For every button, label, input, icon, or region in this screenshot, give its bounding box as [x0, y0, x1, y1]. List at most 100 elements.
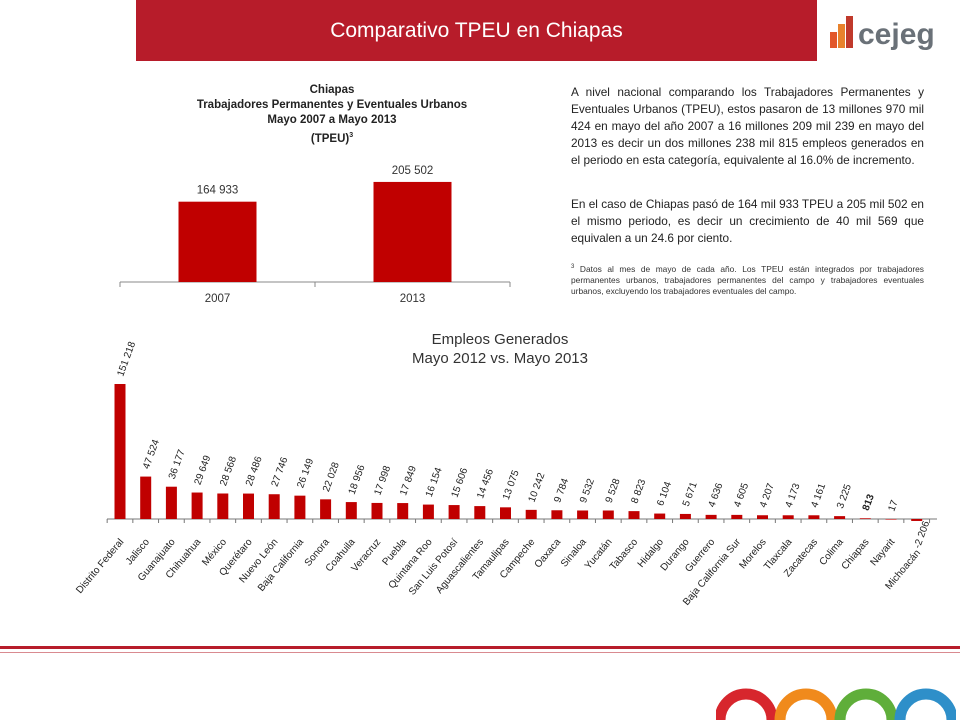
data-label-Morelos: 4 207 — [758, 482, 777, 510]
data-label-Jalisco: 47 524 — [141, 438, 162, 471]
bar-Chiapas — [859, 518, 871, 519]
logo-bar-3 — [846, 16, 853, 48]
bar-2013 — [373, 181, 452, 282]
bar-México — [217, 493, 229, 519]
chart-tpeu-chiapas: 164 933 2007 205 502 2013 — [119, 165, 511, 305]
data-label-Quintana Roo: 16 154 — [424, 466, 445, 499]
data-label-Durango: 5 671 — [681, 480, 700, 508]
chart-top-title-line: Trabajadores Permanentes y Eventuales Ur… — [196, 99, 468, 111]
bottom-divider — [0, 646, 960, 649]
chart-top-title-line: (TPEU)3 — [128, 128, 536, 147]
paragraph-national: A nivel nacional comparando los Trabajad… — [571, 85, 924, 167]
bar-Tlaxcala — [782, 515, 794, 519]
bar-Baja California Sur — [731, 514, 743, 519]
ring-blue — [894, 688, 956, 720]
data-label-Chiapas: 813 — [861, 492, 877, 512]
data-label-2013: 205 502 — [392, 165, 434, 177]
data-label-Sinaloa: 9 532 — [578, 477, 597, 505]
data-label-Tamaulipas: 13 075 — [501, 468, 522, 501]
bar-Querétaro — [243, 493, 254, 519]
data-label-Nayarit: 17 — [886, 498, 900, 513]
tick-label-Chiapas: Chiapas — [840, 537, 872, 572]
bar-Jalisco — [140, 476, 152, 519]
bar-Tamaulipas — [500, 507, 511, 519]
bottom-divider-thin — [0, 652, 960, 653]
data-label-Coahuila: 18 956 — [347, 463, 368, 496]
data-label-Distrito Federal: 151 218 — [115, 340, 138, 378]
bar-San Luis Potosí — [448, 505, 460, 519]
logo-bar-1 — [830, 32, 837, 48]
bar-Oaxaca — [551, 510, 563, 519]
chart-bottom-title-line2: Mayo 2012 vs. Mayo 2013 — [412, 350, 588, 367]
data-label-Baja California: 26 149 — [295, 457, 316, 490]
data-label-Guerrero: 4 636 — [707, 481, 726, 509]
bar-Sinaloa — [577, 510, 589, 519]
chart-top-title-line: Mayo 2007 a Mayo 2013 — [267, 114, 397, 126]
data-label-Campeche: 10 242 — [527, 471, 548, 504]
bar-Puebla — [397, 503, 409, 519]
data-label-Sonora: 22 028 — [321, 460, 342, 493]
decorative-rings-logo — [716, 688, 956, 720]
data-label-Tlaxcala: 4 173 — [784, 482, 803, 510]
bar-2007 — [178, 201, 257, 282]
chart-top-title: Chiapas Trabajadores Permanentes y Event… — [128, 83, 536, 147]
bar-Nayarit — [885, 518, 897, 520]
bar-Sonora — [320, 499, 332, 519]
data-label-Chihuahua: 29 649 — [193, 454, 214, 487]
bar-Durango — [679, 513, 691, 519]
logo-text: cejeg — [858, 18, 935, 51]
data-label-Querétaro: 28 486 — [244, 455, 265, 488]
tick-label-2007: 2007 — [205, 293, 231, 305]
bar-Guanajuato — [165, 486, 177, 519]
data-label-México: 28 568 — [218, 455, 239, 488]
tick-label-Distrito Federal: Distrito Federal — [74, 537, 126, 596]
paragraph-chiapas: En el caso de Chiapas pasó de 164 mil 93… — [571, 197, 924, 245]
bar-Veracruz — [371, 502, 383, 519]
data-label-Colima: 3 225 — [835, 482, 854, 510]
bar-Quintana Roo — [422, 504, 434, 519]
tick-label-2013: 2013 — [400, 293, 426, 305]
bar-Baja California — [294, 495, 306, 519]
data-label-San Luis Potosí: 15 606 — [450, 466, 471, 499]
footnote: 3 Datos al mes de mayo de cada año. Los … — [571, 262, 924, 297]
bar-Colima — [834, 516, 846, 519]
chart-top-title-last: (TPEU) — [310, 132, 350, 145]
cejeg-logo: cejeg — [830, 16, 935, 51]
data-label-Oaxaca: 9 784 — [552, 477, 571, 505]
data-label-Tabasco: 8 823 — [629, 477, 648, 505]
bar-Zacatecas — [808, 515, 820, 519]
logo-bar-2 — [838, 24, 845, 48]
bar-Guerrero — [705, 514, 717, 519]
data-label-Hidalgo: 6 104 — [655, 480, 674, 508]
bar-Hidalgo — [654, 513, 666, 519]
bar-Morelos — [757, 515, 768, 519]
bar-Nuevo León — [268, 494, 280, 519]
page-title: Comparativo TPEU en Chiapas — [330, 18, 623, 42]
bar-Aguascalientes — [474, 506, 486, 519]
ring-orange — [774, 688, 838, 720]
data-label-Baja California Sur: 4 605 — [732, 481, 751, 509]
data-label-Michoacán: -2 206 — [912, 519, 932, 550]
chart-top-title-line: Chiapas — [309, 84, 355, 96]
data-label-2007: 164 933 — [197, 185, 239, 197]
tick-label-Baja California: Baja California — [256, 537, 307, 594]
bar-Campeche — [525, 509, 537, 519]
tick-label-Nayarit: Nayarit — [869, 537, 898, 569]
chart-bottom-title-line1: Empleos Generados — [431, 331, 569, 348]
data-label-Aguascalientes: 14 456 — [475, 467, 496, 500]
data-label-Zacatecas: 4 161 — [809, 482, 828, 510]
data-label-Guanajuato: 36 177 — [167, 448, 188, 481]
data-label-Puebla: 17 849 — [398, 464, 419, 497]
ring-green — [834, 688, 898, 720]
data-label-Veracruz: 17 998 — [372, 464, 393, 497]
title-bar: Comparativo TPEU en Chiapas — [136, 0, 817, 61]
bar-Coahuila — [345, 502, 357, 519]
tick-label-Michoacán: Michoacán — [883, 548, 923, 592]
bar-Distrito Federal — [114, 384, 126, 519]
data-label-Nuevo León: 27 746 — [270, 455, 291, 488]
bar-Tabasco — [628, 511, 640, 519]
bar-Michoacán — [911, 519, 923, 521]
chart-top-title-sup: 3 — [349, 132, 354, 139]
tick-label-Tabasco: Tabasco — [608, 537, 641, 573]
